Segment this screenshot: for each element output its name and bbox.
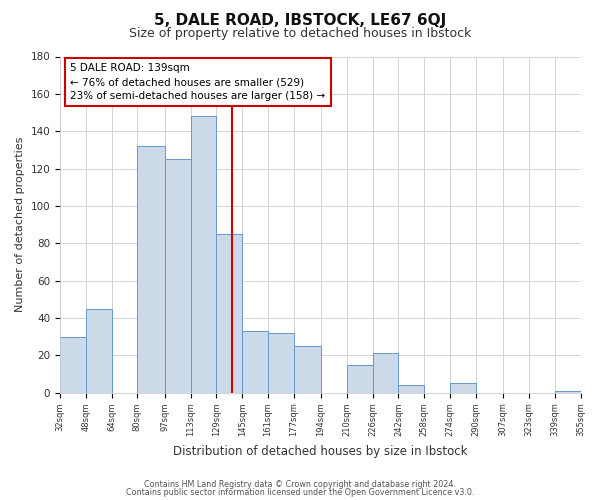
Bar bbox=[268, 333, 293, 392]
Bar bbox=[86, 308, 112, 392]
Bar bbox=[242, 331, 268, 392]
Text: Contains public sector information licensed under the Open Government Licence v3: Contains public sector information licen… bbox=[126, 488, 474, 497]
Bar bbox=[137, 146, 165, 392]
Y-axis label: Number of detached properties: Number of detached properties bbox=[15, 137, 25, 312]
Text: 5, DALE ROAD, IBSTOCK, LE67 6QJ: 5, DALE ROAD, IBSTOCK, LE67 6QJ bbox=[154, 12, 446, 28]
Text: Size of property relative to detached houses in Ibstock: Size of property relative to detached ho… bbox=[129, 28, 471, 40]
Bar bbox=[398, 385, 424, 392]
Bar bbox=[347, 364, 373, 392]
Bar bbox=[217, 234, 242, 392]
Bar bbox=[293, 346, 321, 393]
Bar bbox=[450, 383, 476, 392]
X-axis label: Distribution of detached houses by size in Ibstock: Distribution of detached houses by size … bbox=[173, 444, 467, 458]
Text: Contains HM Land Registry data © Crown copyright and database right 2024.: Contains HM Land Registry data © Crown c… bbox=[144, 480, 456, 489]
Bar bbox=[555, 390, 581, 392]
Bar bbox=[60, 336, 86, 392]
Text: 5 DALE ROAD: 139sqm
← 76% of detached houses are smaller (529)
23% of semi-detac: 5 DALE ROAD: 139sqm ← 76% of detached ho… bbox=[70, 63, 326, 101]
Bar bbox=[373, 354, 398, 393]
Bar bbox=[165, 159, 191, 392]
Bar bbox=[191, 116, 217, 392]
